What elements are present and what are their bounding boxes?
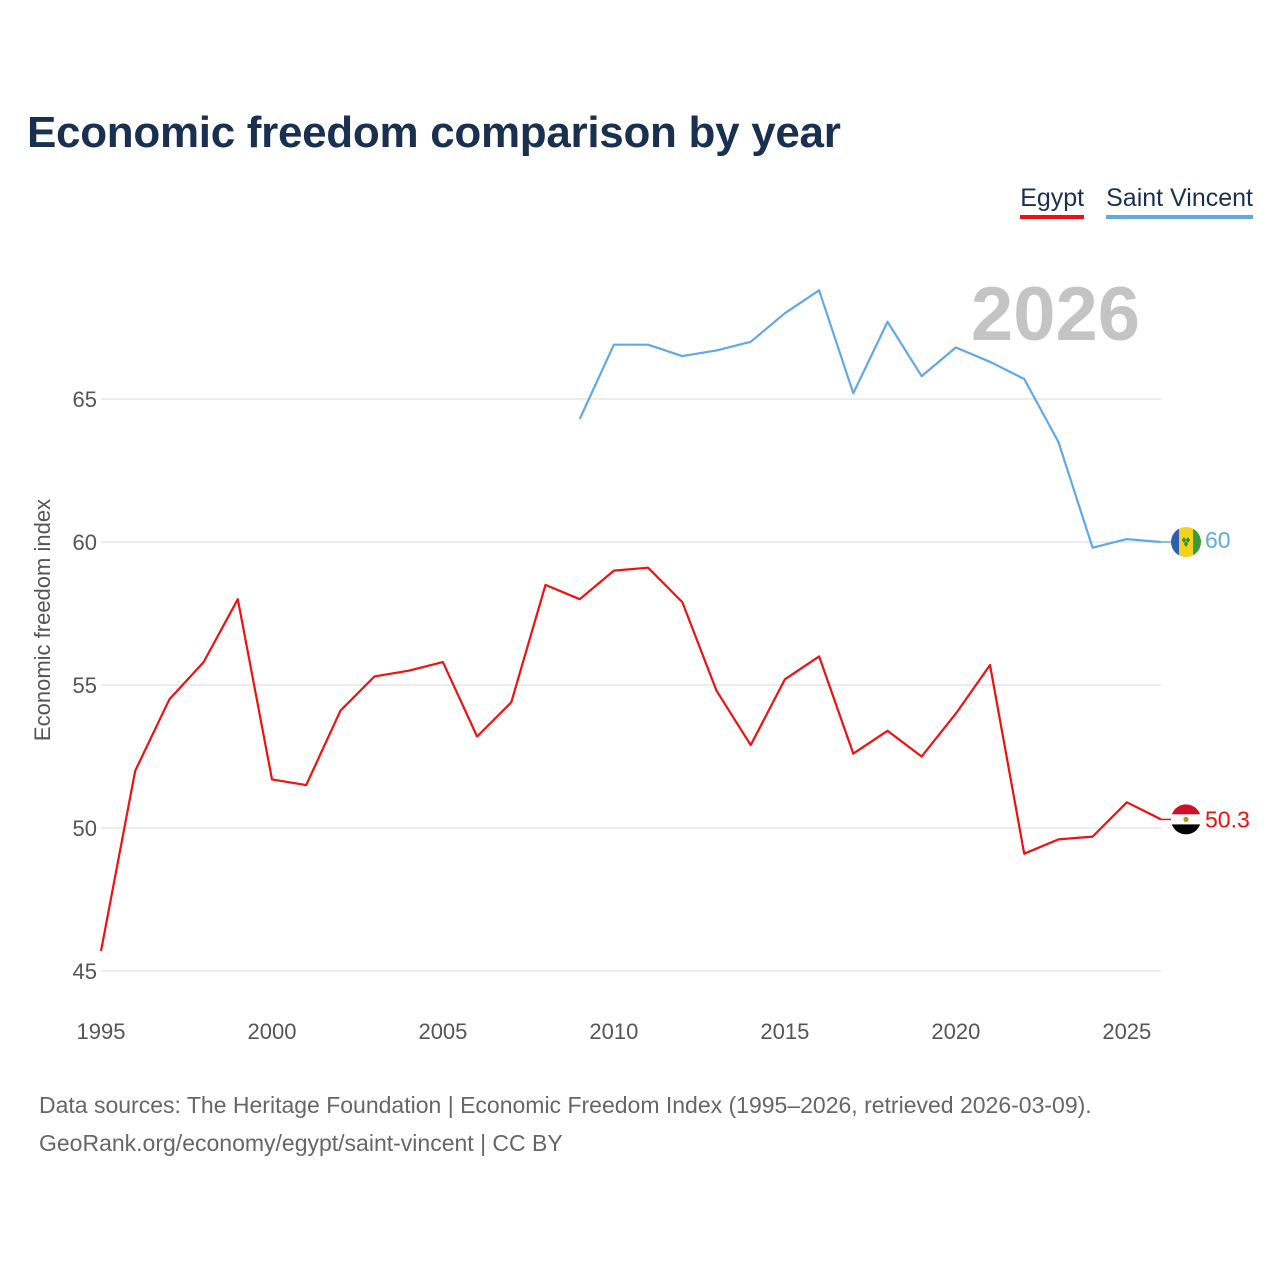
y-tick-45: 45 (73, 959, 97, 984)
saint-vincent-end-value: 60 (1205, 527, 1231, 553)
highlight-year-label: 2026 (971, 272, 1140, 357)
x-tick-2000: 2000 (247, 1019, 296, 1044)
x-tick-2015: 2015 (760, 1019, 809, 1044)
x-axis-ticks: 1995 2000 2005 2010 2015 2020 2025 (77, 1019, 1152, 1044)
y-tick-65: 65 (73, 387, 97, 412)
series-lines (99, 289, 1171, 952)
footer: Data sources: The Heritage Foundation | … (39, 1086, 1092, 1162)
gridlines (101, 398, 1161, 972)
y-tick-55: 55 (73, 673, 97, 698)
x-tick-2010: 2010 (589, 1019, 638, 1044)
series-line-saint-vincent (578, 289, 1162, 549)
y-tick-50: 50 (73, 816, 97, 841)
y-axis-ticks: 45 50 55 60 65 (73, 387, 97, 984)
footer-link[interactable]: GeoRank.org/economy/egypt/saint-vincent … (39, 1130, 563, 1156)
legend-item-saint-vincent[interactable]: Saint Vincent (1106, 184, 1253, 219)
legend: Egypt Saint Vincent (1020, 184, 1253, 219)
x-tick-2020: 2020 (931, 1019, 980, 1044)
chart-title: Economic freedom comparison by year (27, 108, 841, 157)
series-line-egypt (99, 566, 1162, 952)
y-tick-60: 60 (73, 530, 97, 555)
x-tick-2025: 2025 (1102, 1019, 1151, 1044)
x-tick-1995: 1995 (77, 1019, 126, 1044)
legend-item-egypt[interactable]: Egypt (1020, 184, 1085, 219)
y-axis-label: Economic freedom index (30, 499, 55, 741)
saint-vincent-flag-icon (1171, 527, 1201, 557)
footer-sources: Data sources: The Heritage Foundation | … (39, 1092, 1092, 1118)
egypt-end-value: 50.3 (1205, 806, 1250, 832)
egypt-flag-icon (1171, 804, 1201, 835)
x-tick-2005: 2005 (418, 1019, 467, 1044)
